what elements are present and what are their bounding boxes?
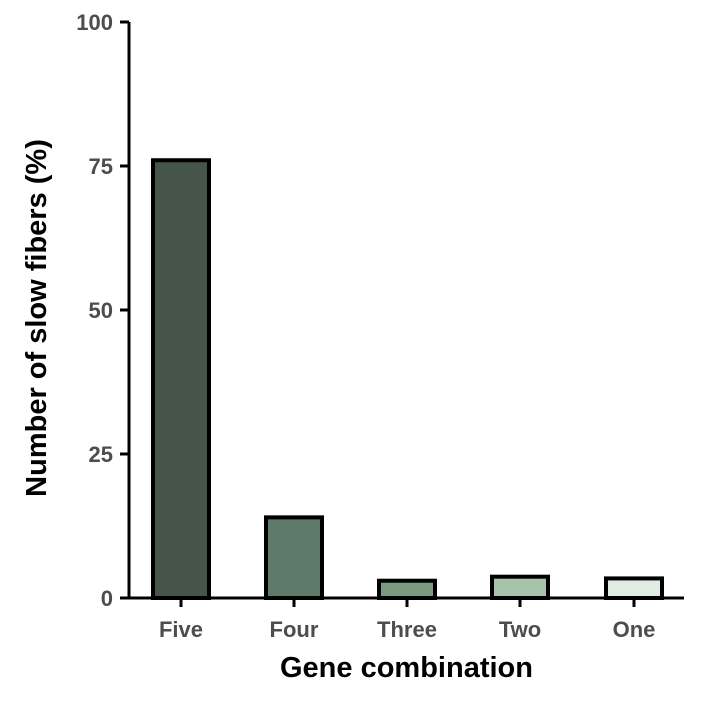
x-axis-title: Gene combination bbox=[280, 652, 533, 684]
bars bbox=[151, 158, 664, 601]
bar-two bbox=[490, 574, 550, 600]
x-tick-label: One bbox=[613, 617, 656, 642]
x-tick-label: Four bbox=[270, 617, 319, 642]
y-tick-label: 75 bbox=[89, 154, 113, 179]
bar-four bbox=[264, 515, 324, 600]
bar-three bbox=[377, 578, 437, 600]
x-axis-ticks: Five Four Three Two One bbox=[159, 598, 655, 642]
y-tick-label: 25 bbox=[89, 442, 113, 467]
y-axis-ticks: 0 25 50 75 100 bbox=[76, 10, 129, 611]
bar-five bbox=[151, 158, 211, 601]
x-tick-label: Three bbox=[377, 617, 437, 642]
y-tick-label: 0 bbox=[101, 586, 113, 611]
y-tick-label: 100 bbox=[76, 10, 113, 35]
x-tick-label: Five bbox=[159, 617, 203, 642]
x-tick-label: Two bbox=[499, 617, 541, 642]
bar-one bbox=[604, 576, 664, 601]
y-axis-title: Number of slow fibers (%) bbox=[21, 139, 53, 497]
y-tick-label: 50 bbox=[89, 298, 113, 323]
